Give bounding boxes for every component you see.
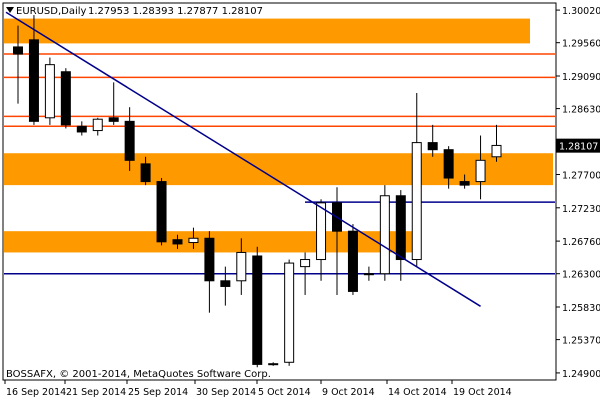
bull-candle-body — [188, 237, 199, 244]
bear-candle-body — [108, 117, 119, 122]
bull-candle-body — [379, 195, 390, 275]
candle[interactable] — [156, 178, 167, 246]
candle[interactable] — [108, 82, 119, 125]
bull-candle-body — [316, 202, 327, 261]
ohlc-readout: 1.27953 1.28393 1.27877 1.28107 — [88, 6, 263, 17]
bull-candle-body — [300, 259, 311, 268]
supply-demand-zone — [4, 153, 553, 186]
candle[interactable] — [236, 238, 247, 295]
candle[interactable] — [204, 231, 215, 313]
bull-candle-body — [491, 144, 502, 158]
candle[interactable] — [347, 224, 358, 295]
price-tick-label: 1.27700 — [562, 170, 600, 181]
candle[interactable] — [475, 135, 486, 200]
price-tick-label: 1.29090 — [562, 72, 600, 83]
price-tick-label: 1.29560 — [562, 39, 600, 50]
candle[interactable] — [252, 246, 263, 368]
bull-candle-body — [268, 363, 279, 366]
candle[interactable] — [427, 124, 438, 157]
bull-candle-body — [411, 142, 422, 261]
time-tick-label: 25 Sep 2014 — [128, 387, 188, 398]
bear-candle-body — [204, 237, 215, 282]
copyright-text: BOSSAFX, © 2001-2014, MetaQuotes Softwar… — [6, 369, 271, 380]
current-price-label-bg — [556, 138, 600, 153]
candle[interactable] — [363, 266, 374, 281]
bear-candle-body — [28, 39, 39, 122]
price-tick-label: 1.24900 — [562, 369, 600, 380]
supply-demand-zone — [4, 18, 530, 44]
time-tick-label: 30 Sep 2014 — [196, 387, 256, 398]
bull-candle-body — [363, 273, 374, 276]
bull-candle-body — [475, 159, 486, 183]
candle[interactable] — [268, 362, 279, 366]
dropdown-triangle-icon[interactable] — [6, 7, 14, 13]
bull-candle-body — [44, 64, 55, 119]
candle[interactable] — [92, 117, 103, 136]
symbol-timeframe-label: EURUSD,Daily — [16, 6, 87, 17]
time-tick-label: 14 Oct 2014 — [388, 387, 447, 398]
bear-candle-body — [124, 120, 135, 161]
bear-candle-body — [220, 280, 231, 287]
time-tick-label: 9 Oct 2014 — [322, 387, 375, 398]
candle[interactable] — [44, 57, 55, 125]
price-tick-label: 1.25370 — [562, 336, 600, 347]
candle[interactable] — [124, 107, 135, 171]
bear-candle-body — [140, 163, 151, 183]
bear-candle-body — [60, 71, 71, 126]
bear-candle-body — [156, 181, 167, 243]
bull-candle-body — [284, 262, 295, 363]
candle[interactable] — [140, 156, 151, 186]
candle[interactable] — [60, 68, 71, 129]
price-tick-label: 1.30020 — [562, 6, 600, 17]
price-tick-label: 1.27230 — [562, 204, 600, 215]
candle[interactable] — [316, 199, 327, 281]
price-tick-label: 1.28630 — [562, 105, 600, 116]
bear-candle-body — [172, 239, 183, 245]
candle[interactable] — [284, 259, 295, 366]
candle[interactable] — [411, 92, 422, 267]
bear-candle-body — [427, 142, 438, 151]
candle[interactable] — [28, 15, 39, 125]
price-tick-label: 1.26760 — [562, 237, 600, 248]
bull-candle-body — [236, 251, 247, 282]
candle[interactable] — [459, 174, 470, 189]
bear-candle-body — [252, 255, 263, 365]
bear-candle-body — [443, 149, 454, 179]
time-tick-label: 21 Sep 2014 — [66, 387, 126, 398]
bear-candle-body — [459, 181, 470, 186]
candle[interactable] — [395, 190, 406, 281]
bear-candle-body — [347, 230, 358, 292]
candle[interactable] — [13, 25, 23, 104]
trend-line[interactable] — [5, 11, 481, 307]
candle[interactable] — [300, 252, 311, 295]
bear-candle-body — [13, 46, 23, 55]
price-tick-label: 1.25830 — [562, 303, 600, 314]
candle[interactable] — [188, 227, 199, 249]
candle[interactable] — [220, 266, 231, 306]
time-tick-label: 16 Sep 2014 — [6, 387, 66, 398]
candle[interactable] — [76, 121, 87, 136]
plot-frame — [2, 2, 557, 381]
bear-candle-body — [395, 195, 406, 261]
time-tick-label: 19 Oct 2014 — [453, 387, 512, 398]
bear-candle-body — [76, 125, 87, 133]
candle[interactable] — [491, 124, 502, 162]
candle[interactable] — [379, 185, 390, 281]
price-axis[interactable]: 1.30020 1.29560 1.29090 1.28630 1.28107 1.277… — [556, 6, 600, 380]
candle[interactable] — [443, 146, 454, 189]
bull-candle-body — [92, 118, 103, 132]
candle[interactable] — [172, 234, 183, 249]
time-axis[interactable]: 16 Sep 2014 21 Sep 2014 25 Sep 2014 30 Sep … — [4, 380, 512, 398]
current-price-label: 1.28107 — [559, 142, 598, 153]
price-tick-label: 1.26300 — [562, 270, 600, 281]
time-tick-label: 5 Oct 2014 — [258, 387, 311, 398]
